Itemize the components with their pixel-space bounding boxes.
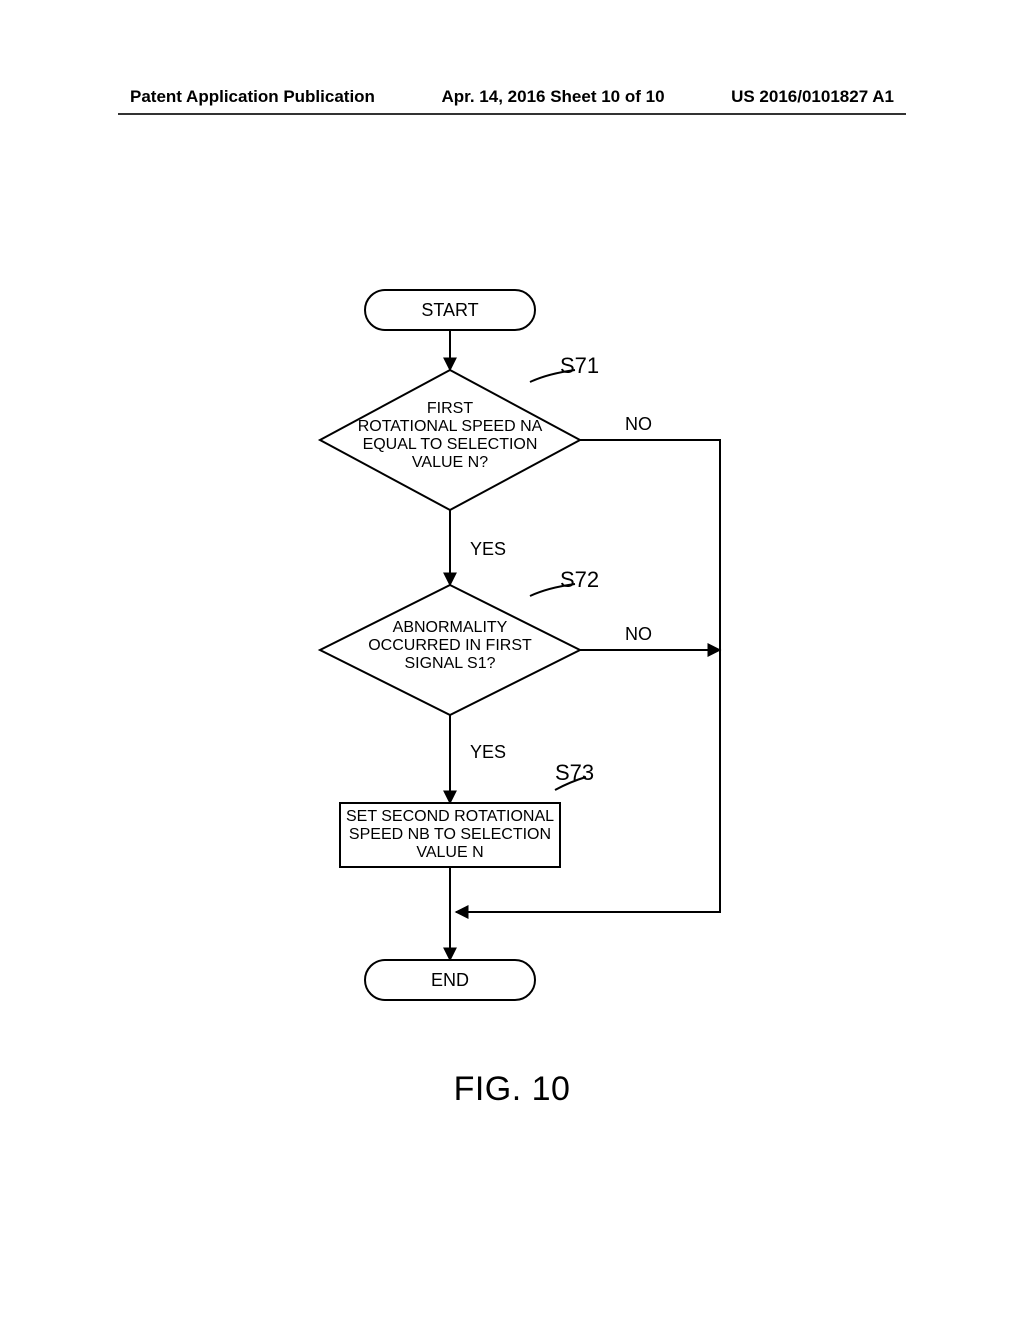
- node-label: FIRST: [427, 400, 473, 417]
- node-label: END: [431, 970, 469, 990]
- flow-node-p1: SET SECOND ROTATIONALSPEED NB TO SELECTI…: [340, 803, 560, 867]
- flowchart: YESYESNONOSTARTFIRSTROTATIONAL SPEED NAE…: [0, 280, 1024, 1040]
- edge-label: NO: [625, 624, 652, 644]
- header-sheet: Apr. 14, 2016 Sheet 10 of 10: [442, 87, 665, 107]
- header-doc-number: US 2016/0101827 A1: [731, 87, 894, 107]
- figure-label: FIG. 10: [0, 1070, 1024, 1109]
- step-label: S73: [555, 760, 594, 785]
- step-label: S72: [560, 567, 599, 592]
- node-label: ROTATIONAL SPEED NA: [358, 418, 543, 435]
- flow-node-d2: ABNORMALITYOCCURRED IN FIRSTSIGNAL S1?: [320, 585, 580, 715]
- flow-node-start: START: [365, 290, 535, 330]
- edge-label: YES: [470, 539, 506, 559]
- node-label: SPEED NB TO SELECTION: [349, 826, 551, 843]
- header-rule: [118, 113, 906, 115]
- node-label: VALUE N?: [412, 454, 488, 471]
- page-header: Patent Application Publication Apr. 14, …: [0, 87, 1024, 107]
- node-label: START: [421, 300, 478, 320]
- flow-node-end: END: [365, 960, 535, 1000]
- node-label: VALUE N: [416, 844, 483, 861]
- header-publication: Patent Application Publication: [130, 87, 375, 107]
- node-label: OCCURRED IN FIRST: [368, 637, 532, 654]
- step-label: S71: [560, 353, 599, 378]
- node-label: SIGNAL S1?: [404, 655, 495, 672]
- node-label: ABNORMALITY: [393, 619, 508, 636]
- node-label: SET SECOND ROTATIONAL: [346, 808, 554, 825]
- edge-label: YES: [470, 742, 506, 762]
- flowchart-svg: YESYESNONOSTARTFIRSTROTATIONAL SPEED NAE…: [0, 280, 1024, 1040]
- flow-node-d1: FIRSTROTATIONAL SPEED NAEQUAL TO SELECTI…: [320, 370, 580, 510]
- node-label: EQUAL TO SELECTION: [363, 436, 538, 453]
- edge-label: NO: [625, 414, 652, 434]
